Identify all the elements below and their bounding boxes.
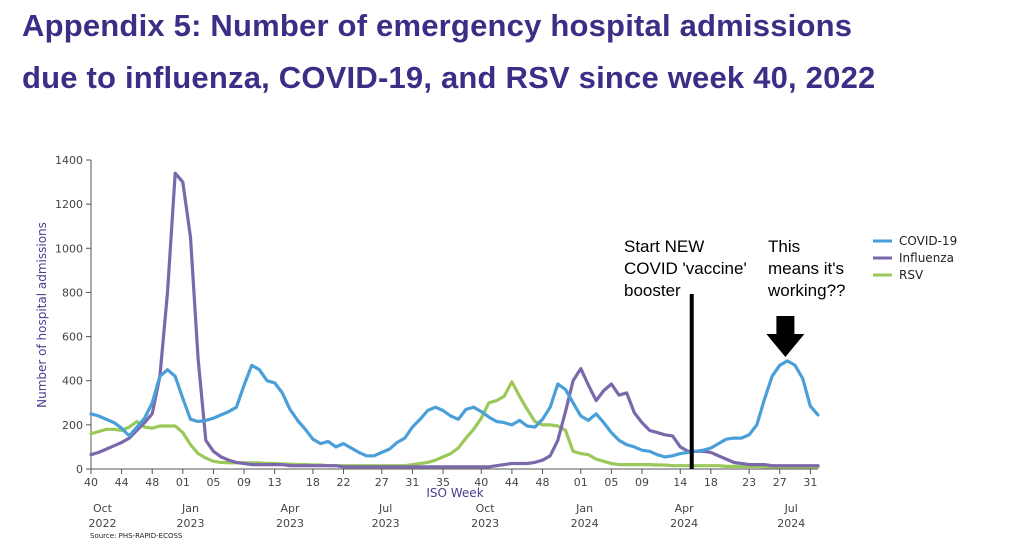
page-title-line-2: due to influenza, COVID-19, and RSV sinc… [22, 60, 876, 95]
x-year-label: 2023 [372, 517, 400, 530]
annotations: Start NEW COVID 'vaccine' booster This means… [624, 237, 846, 469]
legend: COVID-19 Influenza RSV [873, 234, 957, 282]
x-tick-label: 09 [237, 476, 251, 489]
x-tick-label: 35 [436, 476, 450, 489]
x-month-label: Oct [93, 502, 113, 515]
x-year-label: 2023 [176, 517, 204, 530]
series-line-covid-19 [89, 359, 820, 459]
x-axis-label: ISO Week [426, 486, 483, 500]
x-month-label: Jul [784, 502, 798, 515]
x-tick-label: 31 [803, 476, 817, 489]
working-annotation-text: working?? [767, 281, 846, 300]
x-month-label: Apr [280, 502, 300, 515]
x-month-label: Oct [476, 502, 496, 515]
y-axis-label: Number of hospital admissions [35, 222, 49, 408]
legend-label: RSV [899, 268, 924, 282]
y-tick-label: 0 [76, 463, 83, 476]
y-tick-label: 800 [62, 286, 83, 299]
x-month-label: Apr [675, 502, 695, 515]
y-tick-label: 1000 [55, 242, 83, 255]
x-tick-label: 05 [206, 476, 220, 489]
x-month-label: Jan [181, 502, 199, 515]
x-tick-label: 31 [405, 476, 419, 489]
legend-label: COVID-19 [899, 234, 957, 248]
x-year-label: 2022 [88, 517, 116, 530]
x-tick-label: 40 [84, 476, 98, 489]
x-tick-label: 05 [604, 476, 618, 489]
x-tick-label: 09 [635, 476, 649, 489]
series-line-rsv [89, 380, 820, 469]
x-tick-label: 18 [306, 476, 320, 489]
booster-annotation-text: Start NEW [624, 237, 704, 256]
x-tick-label: 40 [474, 476, 488, 489]
x-month-label: Jan [575, 502, 593, 515]
x-tick-label: 14 [673, 476, 687, 489]
x-month-label: Jul [378, 502, 392, 515]
x-tick-label: 13 [268, 476, 282, 489]
series-lines [89, 171, 820, 469]
x-year-label: 2023 [276, 517, 304, 530]
x-tick-label: 27 [773, 476, 787, 489]
y-tick-label: 600 [62, 331, 83, 344]
y-tick-label: 200 [62, 419, 83, 432]
working-annotation-text: This [768, 237, 800, 256]
booster-annotation-text: booster [624, 281, 681, 300]
legend-label: Influenza [899, 251, 954, 265]
y-tick-label: 1200 [55, 198, 83, 211]
x-tick-label: 44 [505, 476, 519, 489]
x-tick-label: 23 [742, 476, 756, 489]
working-annotation-text: means it's [768, 259, 844, 278]
x-axis: 40 44 48 01 05 09 13 18 22 27 31 35 40 44 48 01 05 09 14 18… [84, 468, 818, 530]
x-tick-label: 48 [536, 476, 550, 489]
y-axis: 0 200 400 600 800 1000 1200 1400 [55, 154, 92, 476]
y-tick-label: 1400 [55, 154, 83, 167]
page-title-line-1: Appendix 5: Number of emergency hospital… [22, 8, 853, 43]
x-tick-label: 18 [704, 476, 718, 489]
y-tick-label: 400 [62, 375, 83, 388]
x-tick-label: 01 [176, 476, 190, 489]
x-year-label: 2024 [571, 517, 599, 530]
x-tick-label: 27 [375, 476, 389, 489]
x-year-label: 2024 [777, 517, 805, 530]
x-year-label: 2024 [670, 517, 698, 530]
source-note: Source: PHS-RAPID-ECOSS [90, 532, 183, 540]
x-tick-label: 48 [145, 476, 159, 489]
x-tick-label: 44 [115, 476, 129, 489]
x-year-label: 2023 [471, 517, 499, 530]
x-tick-label: 01 [574, 476, 588, 489]
booster-annotation-text: COVID 'vaccine' [624, 259, 747, 278]
down-arrow-icon [766, 316, 805, 357]
x-tick-label: 22 [337, 476, 351, 489]
